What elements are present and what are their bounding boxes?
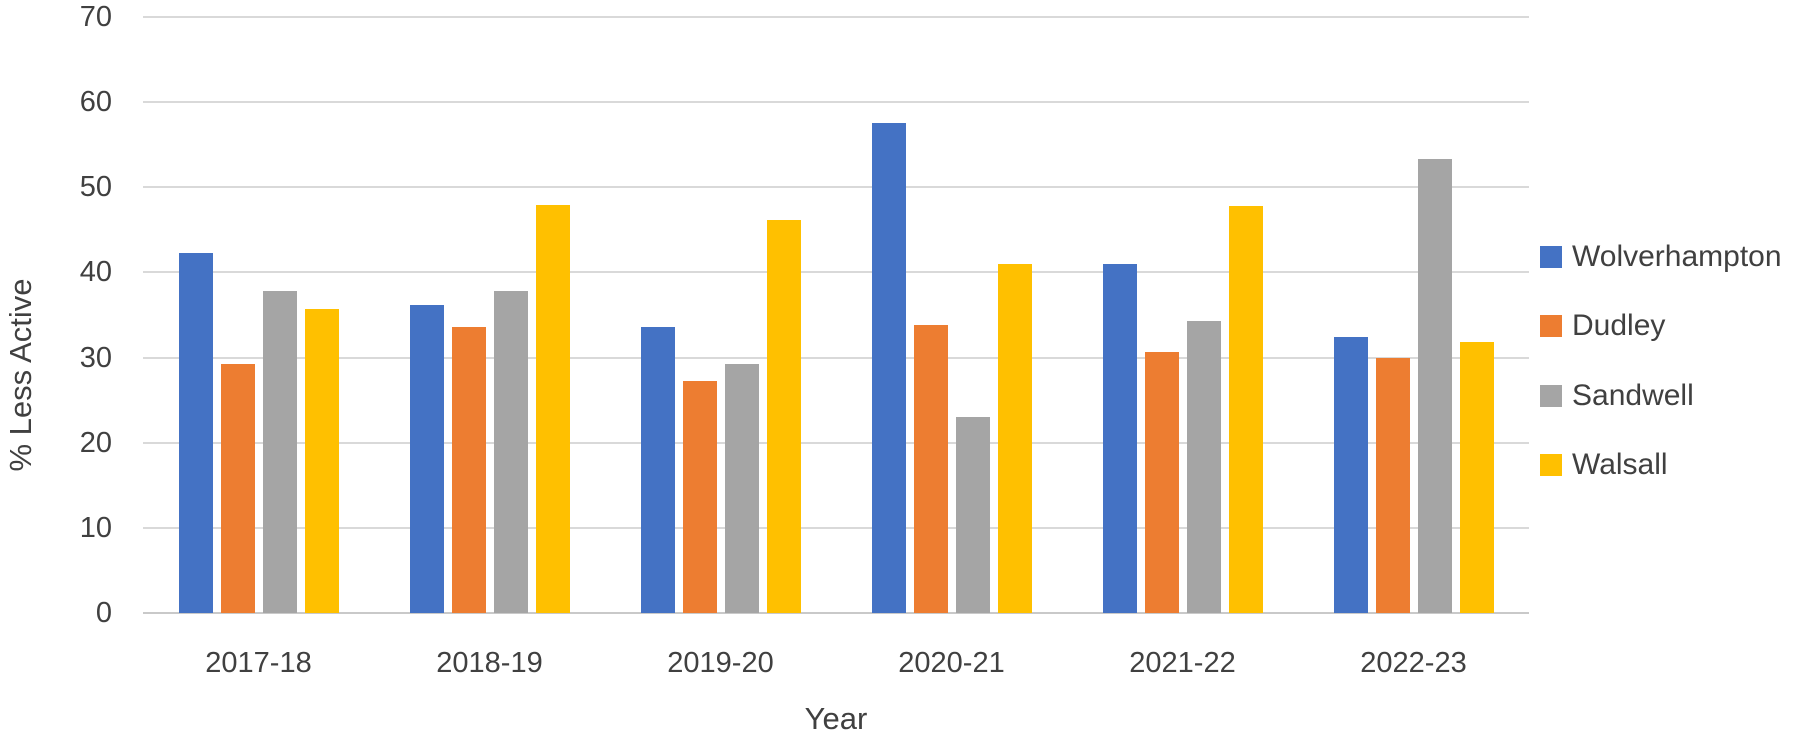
gridline-20 xyxy=(143,441,1529,444)
gridline-40 xyxy=(143,271,1529,274)
y-tick-label-60: 60 xyxy=(79,86,112,119)
gridline-10 xyxy=(143,526,1529,529)
bar-walsall-2022-23 xyxy=(1459,342,1494,613)
gridline-30 xyxy=(143,356,1529,359)
legend-label-sandwell: Sandwell xyxy=(1572,379,1694,412)
bar-walsall-2018-19 xyxy=(535,205,570,613)
y-tick-label-10: 10 xyxy=(79,511,112,544)
y-tick-label-30: 30 xyxy=(79,341,112,374)
bar-dudley-2017-18 xyxy=(220,363,255,613)
bar-sandwell-2018-19 xyxy=(493,291,528,613)
bar-wolverhampton-2021-22 xyxy=(1102,263,1137,613)
bar-walsall-2020-21 xyxy=(997,263,1032,613)
y-tick-label-40: 40 xyxy=(79,256,112,289)
bar-wolverhampton-2018-19 xyxy=(409,304,444,613)
bar-dudley-2021-22 xyxy=(1144,352,1179,613)
bar-wolverhampton-2020-21 xyxy=(871,123,906,613)
x-axis-line xyxy=(143,612,1529,614)
x-tick-label-2019-20: 2019-20 xyxy=(667,647,774,679)
bar-wolverhampton-2017-18 xyxy=(178,252,213,613)
x-axis-title: Year xyxy=(804,701,868,736)
x-tick-label-2020-21: 2020-21 xyxy=(898,647,1005,679)
legend-swatch-dudley xyxy=(1540,315,1562,337)
bar-dudley-2018-19 xyxy=(451,326,486,613)
bar-dudley-2022-23 xyxy=(1375,358,1410,613)
gridline-70 xyxy=(143,16,1529,18)
y-tick-label-50: 50 xyxy=(79,171,112,204)
bar-walsall-2021-22 xyxy=(1228,206,1263,613)
x-tick-label-2018-19: 2018-19 xyxy=(436,647,543,679)
x-tick-label-2021-22: 2021-22 xyxy=(1129,647,1236,679)
bar-wolverhampton-2022-23 xyxy=(1333,337,1368,613)
bar-walsall-2017-18 xyxy=(304,309,339,613)
legend-swatch-wolverhampton xyxy=(1540,246,1562,268)
legend-swatch-walsall xyxy=(1540,454,1562,476)
legend-label-walsall: Walsall xyxy=(1572,448,1668,481)
x-tick-label-2017-18: 2017-18 xyxy=(205,647,312,679)
bar-wolverhampton-2019-20 xyxy=(640,326,675,613)
bar-dudley-2020-21 xyxy=(913,325,948,613)
gridline-60 xyxy=(143,101,1529,104)
x-tick-label-2022-23: 2022-23 xyxy=(1360,647,1467,679)
y-tick-label-20: 20 xyxy=(79,426,112,459)
bar-sandwell-2021-22 xyxy=(1186,320,1221,613)
bar-sandwell-2020-21 xyxy=(955,417,990,613)
legend-label-wolverhampton: Wolverhampton xyxy=(1572,240,1782,273)
bar-sandwell-2017-18 xyxy=(262,291,297,613)
gridline-50 xyxy=(143,186,1529,189)
bar-dudley-2019-20 xyxy=(682,380,717,613)
legend-swatch-sandwell xyxy=(1540,385,1562,407)
y-tick-label-70: 70 xyxy=(79,1,112,33)
bar-sandwell-2019-20 xyxy=(724,363,759,613)
bar-sandwell-2022-23 xyxy=(1417,159,1452,613)
y-tick-label-0: 0 xyxy=(95,597,112,629)
legend-label-dudley: Dudley xyxy=(1572,309,1666,342)
bar-walsall-2019-20 xyxy=(766,219,801,613)
